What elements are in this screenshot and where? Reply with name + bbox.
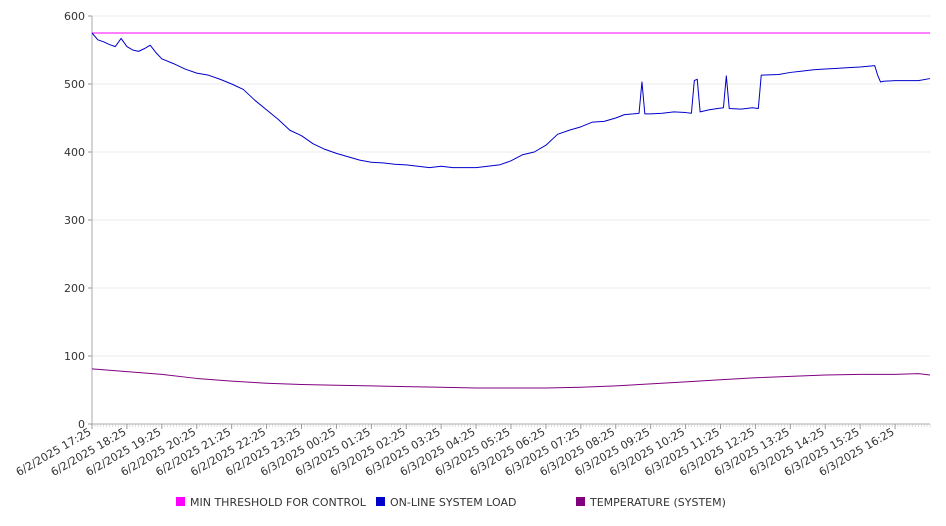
legend-swatch (576, 497, 585, 506)
series-line-2 (91, 368, 931, 389)
y-tick-label: 0 (78, 418, 85, 431)
y-tick-label: 200 (64, 282, 85, 295)
y-tick-label: 100 (64, 350, 85, 363)
legend-label: MIN THRESHOLD FOR CONTROL (190, 496, 367, 509)
legend-label: TEMPERATURE (SYSTEM) (589, 496, 726, 509)
y-tick-label: 600 (64, 10, 85, 23)
legend-swatch (176, 497, 185, 506)
series-lines (91, 32, 931, 389)
legend: MIN THRESHOLD FOR CONTROL ON-LINE SYSTEM … (176, 496, 726, 509)
y-tick-label: 400 (64, 146, 85, 159)
legend-label: ON-LINE SYSTEM LOAD (390, 496, 516, 509)
y-tick-label: 300 (64, 214, 85, 227)
legend-swatch (376, 497, 385, 506)
gridlines (92, 15, 930, 357)
series-line-1 (91, 32, 931, 169)
y-tick-label: 500 (64, 78, 85, 91)
